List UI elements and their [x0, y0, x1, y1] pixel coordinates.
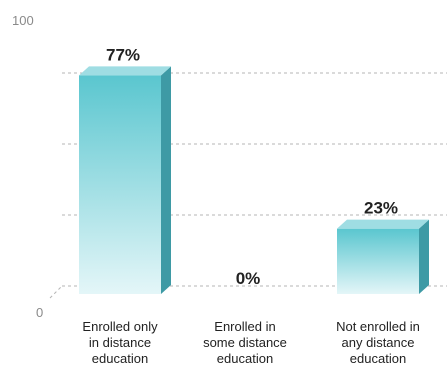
bar-front [79, 75, 161, 294]
category-label-line: some distance [203, 335, 287, 350]
value-label: 0% [236, 269, 261, 288]
y-tick-label-min: 0 [36, 305, 43, 320]
category-label-line: Not enrolled in [336, 319, 420, 334]
category-label-line: Enrolled only [82, 319, 158, 334]
value-label: 23% [364, 199, 398, 218]
category-label-line: education [217, 351, 273, 366]
category-label: Enrolled in some distance education [203, 319, 287, 366]
bars [79, 66, 429, 294]
category-label: Not enrolled in any distance education [336, 319, 420, 366]
bar-top [337, 219, 429, 229]
value-labels: 77% 0% 23% [106, 45, 398, 288]
category-label-line: education [350, 351, 406, 366]
gridline [49, 285, 63, 299]
category-label-line: education [92, 351, 148, 366]
value-label: 77% [106, 45, 140, 64]
category-labels: Enrolled only in distance educationEnrolle… [82, 319, 419, 366]
category-label: Enrolled only in distance education [82, 319, 158, 366]
bar-side [161, 66, 171, 294]
y-tick-label-max: 100 [12, 13, 34, 28]
category-label-line: any distance [342, 335, 415, 350]
bar-front [337, 228, 419, 294]
bar-side [419, 219, 429, 294]
bar [79, 66, 171, 294]
category-label-line: in distance [89, 335, 151, 350]
bar [337, 219, 429, 294]
bar-top [79, 66, 171, 76]
category-label-line: Enrolled in [214, 319, 275, 334]
